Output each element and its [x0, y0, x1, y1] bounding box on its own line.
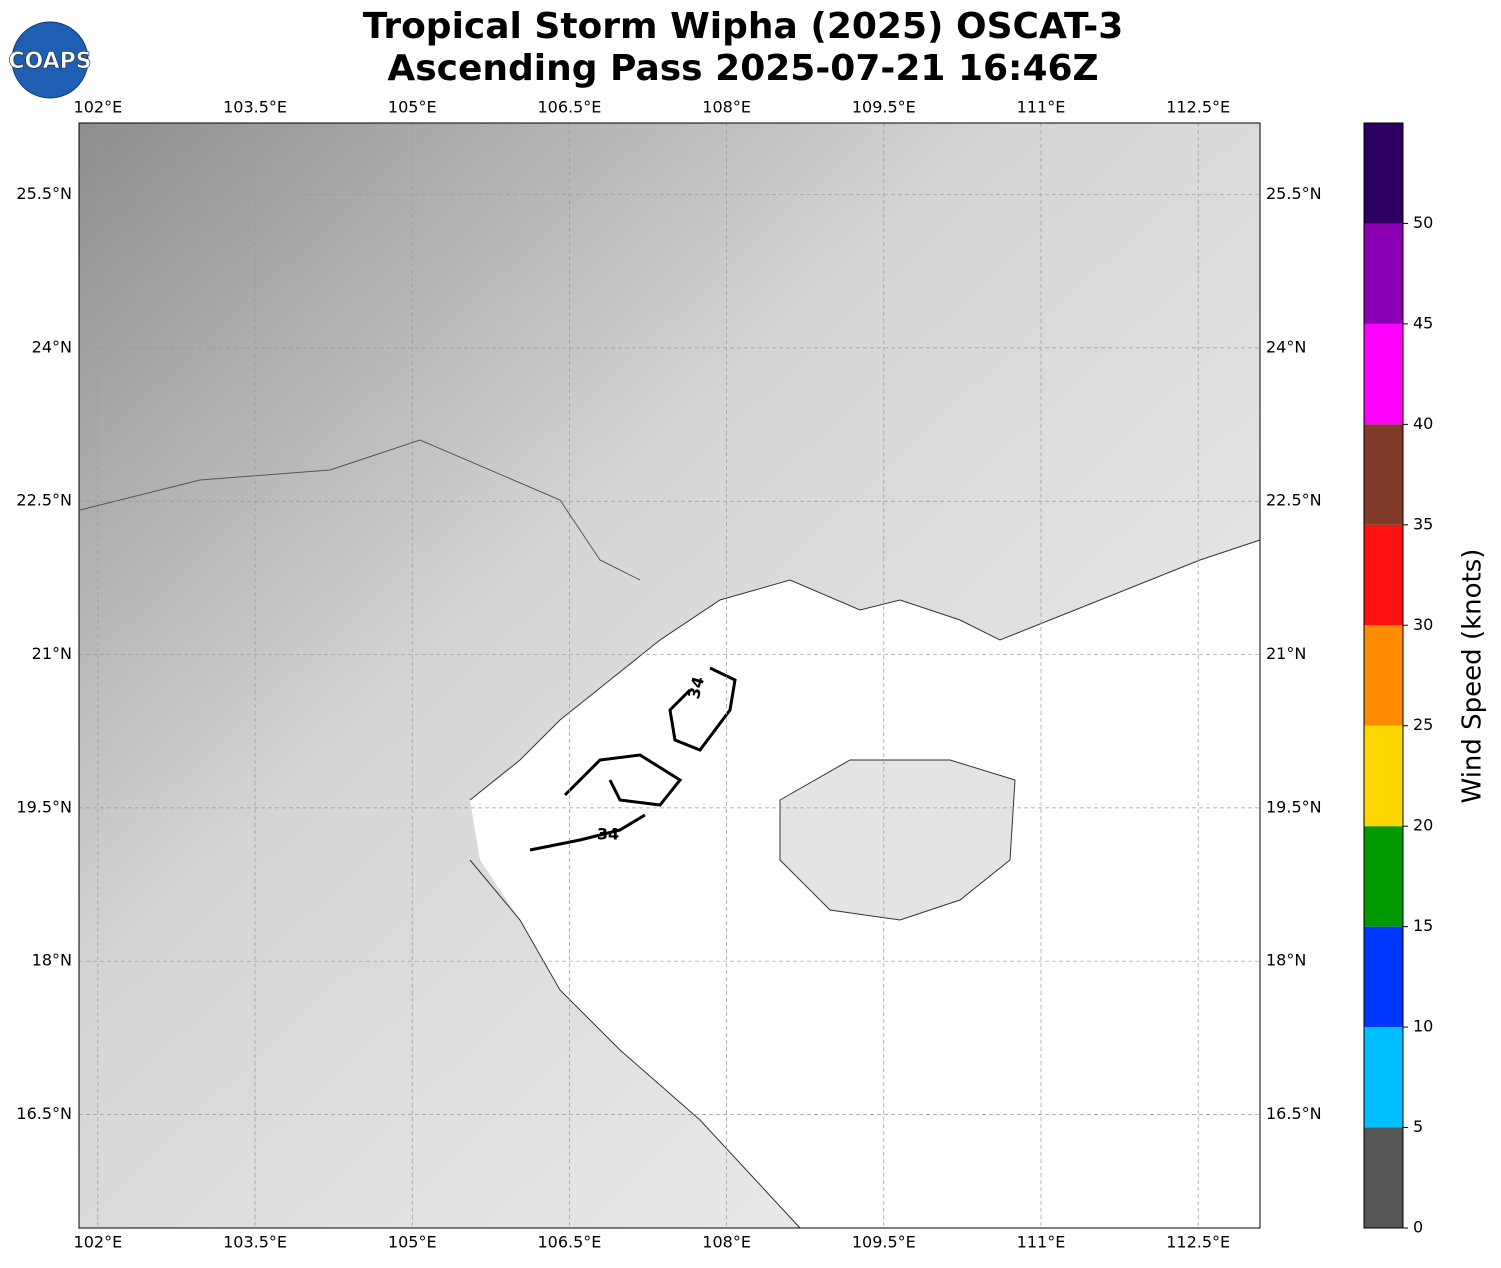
colorbar-tick-label: 35 [1413, 514, 1433, 533]
y-tick-label: 16.5°N [16, 1104, 72, 1123]
contour-34kt [529, 753, 683, 852]
x-tick-label: 109.5°E [852, 1233, 916, 1252]
map-frame [78, 122, 1261, 1229]
x-tick-label: 111°E [1017, 1233, 1066, 1252]
y-tick-label: 24°N [1266, 337, 1306, 356]
colorbar-segment [1364, 223, 1403, 324]
y-tick-label: 19.5°N [1266, 797, 1322, 816]
colorbar-segment [1364, 625, 1403, 726]
contour-label: 34 [597, 825, 619, 844]
colorbar-tick-label: 15 [1413, 916, 1433, 935]
y-tick-label: 18°N [1266, 951, 1306, 970]
y-tick-label: 24°N [32, 337, 72, 356]
colorbar-tick-label: 10 [1413, 1017, 1433, 1036]
y-tick-label: 16.5°N [1266, 1104, 1322, 1123]
coastline [469, 539, 1261, 801]
border [79, 439, 641, 581]
x-tick-label: 102°E [74, 98, 123, 117]
logo-globe [11, 21, 89, 99]
colorbar-segment [1364, 926, 1403, 1028]
colorbar-segment [1364, 323, 1403, 425]
colorbar-frame [1363, 122, 1404, 1229]
x-tick-label: 111°E [1017, 98, 1066, 117]
colorbar-segment [1364, 1127, 1403, 1228]
x-tick-label: 108°E [702, 98, 751, 117]
colorbar-label: Wind Speed (knots) [1458, 549, 1488, 804]
y-tick-label: 18°N [32, 951, 72, 970]
colorbar-segment [1364, 725, 1403, 827]
x-tick-label: 106.5°E [537, 1233, 601, 1252]
colorbar-segment [1364, 1027, 1403, 1128]
coastline [469, 859, 801, 1229]
title-line: Ascending Pass 2025-07-21 16:46Z [387, 48, 1098, 89]
grid [79, 123, 1260, 1228]
hainan-island [779, 759, 1016, 921]
x-tick-label: 108°E [702, 1233, 751, 1252]
colorbar-segment [1364, 424, 1403, 525]
y-tick-label: 25.5°N [1266, 184, 1322, 203]
title-line: Tropical Storm Wipha (2025) OSCAT-3 [363, 6, 1124, 47]
colorbar-tick-label: 20 [1413, 816, 1433, 835]
colorbar-tick-label: 40 [1413, 414, 1433, 433]
colorbar-tick-label: 30 [1413, 615, 1433, 634]
logo: COAPS [8, 21, 92, 99]
x-tick-label: 103.5°E [223, 98, 287, 117]
x-tick-label: 112.5°E [1166, 1233, 1230, 1252]
contour-34kt [668, 666, 737, 752]
colorbar-segment [1364, 524, 1403, 626]
x-tick-label: 109.5°E [852, 98, 916, 117]
colorbar-segment [1364, 123, 1403, 224]
y-tick-label: 22.5°N [16, 491, 72, 510]
x-tick-label: 103.5°E [223, 1233, 287, 1252]
colorbar-tick-label: 45 [1413, 313, 1433, 332]
y-tick-label: 25.5°N [16, 184, 72, 203]
colorbar-tick-label: 0 [1413, 1218, 1423, 1237]
logo-text: COAPS [8, 49, 91, 74]
x-tick-label: 102°E [74, 1233, 123, 1252]
x-tick-label: 105°E [388, 98, 437, 117]
x-tick-label: 106.5°E [537, 98, 601, 117]
colorbar-tick-label: 25 [1413, 715, 1433, 734]
map-area: 34 34 [79, 123, 1261, 1229]
y-tick-label: 21°N [1266, 644, 1306, 663]
colorbar-tick-label: 5 [1413, 1117, 1423, 1136]
colorbar-segment [1364, 826, 1403, 927]
y-tick-label: 21°N [32, 644, 72, 663]
colorbar: 0 5 10 15 20 25 30 35 40 45 50 [1363, 122, 1433, 1237]
y-tick-label: 22.5°N [1266, 491, 1322, 510]
colorbar-tick-label: 50 [1413, 213, 1433, 232]
x-tick-label: 105°E [388, 1233, 437, 1252]
y-tick-label: 19.5°N [16, 797, 72, 816]
x-tick-label: 112.5°E [1166, 98, 1230, 117]
